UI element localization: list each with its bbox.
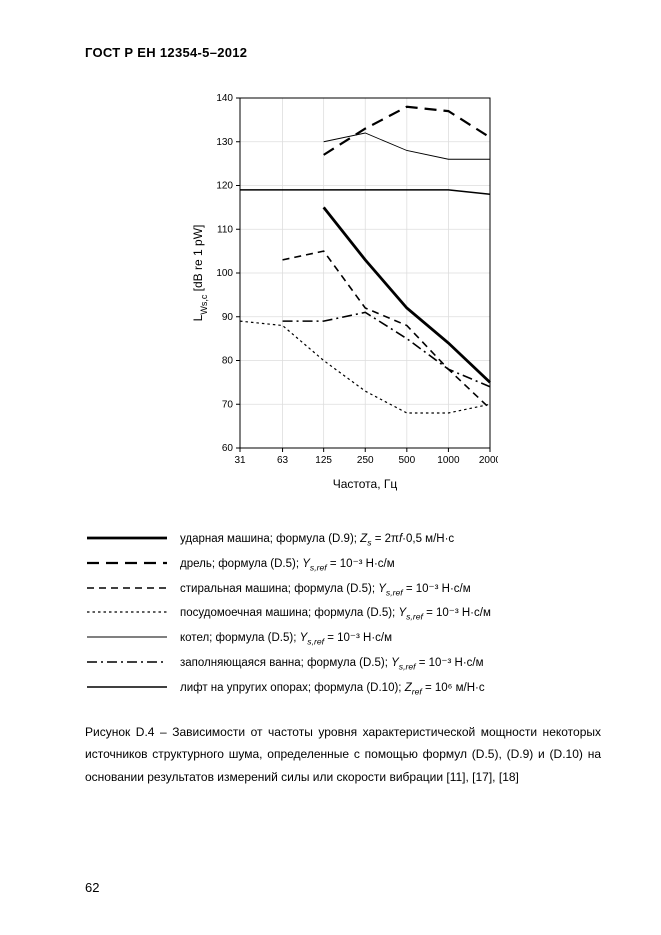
document-header: ГОСТ Р ЕН 12354-5–2012 [85, 45, 601, 60]
svg-text:130: 130 [216, 137, 233, 148]
legend-swatch-filling_bath [87, 653, 178, 676]
power-frequency-chart: 60 70 80 90 100 110 120 130 140 31 63 125 250 500 1000… [188, 90, 498, 500]
legend-row: заполняющаяся ванна; формула (D.5); Ys,r… [87, 653, 491, 676]
legend-swatch-dishwasher [87, 603, 178, 626]
legend-row: ударная машина; формула (D.9); Zs = 2πf·… [87, 529, 491, 552]
legend-swatch-drill [87, 554, 178, 577]
legend-row: котел; формула (D.5); Ys,ref = 10⁻³ Н·с/… [87, 628, 491, 651]
legend-swatch-impact_machine [87, 529, 178, 552]
svg-text:63: 63 [277, 455, 289, 466]
svg-text:500: 500 [398, 455, 415, 466]
legend-swatch-washing_machine [87, 579, 178, 602]
legend-row: посудомоечная машина; формула (D.5); Ys,… [87, 603, 491, 626]
legend-label: котел; формула (D.5); Ys,ref = 10⁻³ Н·с/… [180, 628, 491, 651]
svg-text:Частота, Гц: Частота, Гц [333, 477, 398, 491]
svg-text:140: 140 [216, 93, 233, 104]
legend-label: ударная машина; формула (D.9); Zs = 2πf·… [180, 529, 491, 552]
svg-text:125: 125 [315, 455, 332, 466]
svg-text:31: 31 [234, 455, 246, 466]
figure-wrap: 60 70 80 90 100 110 120 130 140 31 63 125 250 500 1000… [85, 90, 601, 505]
legend-label: заполняющаяся ванна; формула (D.5); Ys,r… [180, 653, 491, 676]
caption-prefix: Рисунок D.4 – [85, 725, 172, 739]
legend-label: лифт на упругих опорах; формула (D.10); … [180, 678, 491, 701]
legend: ударная машина; формула (D.9); Zs = 2πf·… [85, 527, 493, 703]
svg-text:70: 70 [222, 399, 234, 410]
legend-row: стиральная машина; формула (D.5); Ys,ref… [87, 579, 491, 602]
svg-text:90: 90 [222, 312, 234, 323]
legend-row: лифт на упругих опорах; формула (D.10); … [87, 678, 491, 701]
legend-label: дрель; формула (D.5); Ys,ref = 10⁻³ Н·с/… [180, 554, 491, 577]
svg-text:80: 80 [222, 356, 234, 367]
svg-text:250: 250 [357, 455, 374, 466]
legend-label: стиральная машина; формула (D.5); Ys,ref… [180, 579, 491, 602]
svg-text:100: 100 [216, 268, 233, 279]
page-number: 62 [85, 880, 99, 895]
svg-text:1000: 1000 [437, 455, 460, 466]
legend-label: посудомоечная машина; формула (D.5); Ys,… [180, 603, 491, 626]
legend-row: дрель; формула (D.5); Ys,ref = 10⁻³ Н·с/… [87, 554, 491, 577]
svg-text:110: 110 [217, 224, 233, 235]
svg-text:2000: 2000 [479, 455, 498, 466]
legend-swatch-boiler [87, 628, 178, 651]
svg-text:60: 60 [222, 443, 234, 454]
figure-caption: Рисунок D.4 – Зависимости от частоты уро… [85, 721, 601, 789]
legend-swatch-lift [87, 678, 178, 701]
svg-text:120: 120 [216, 181, 233, 192]
